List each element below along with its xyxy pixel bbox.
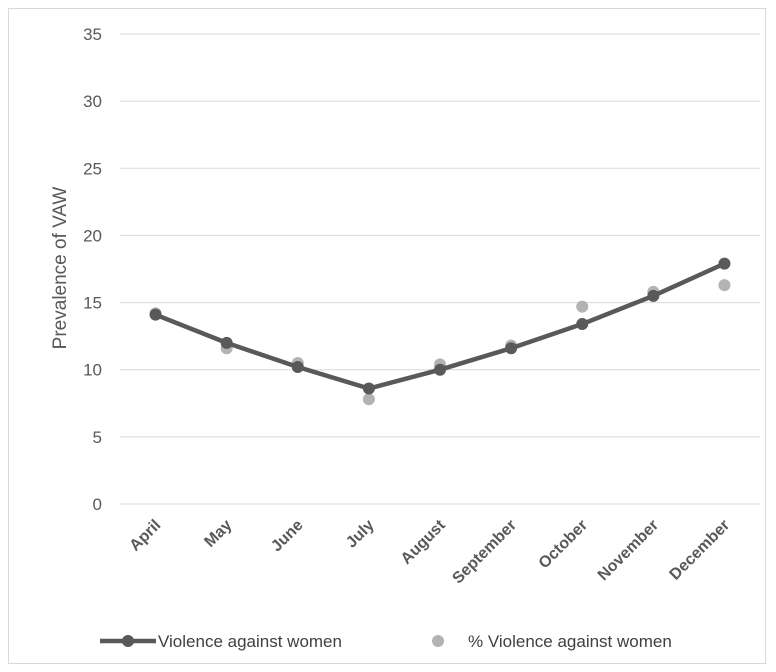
data-point: [362, 382, 375, 395]
x-tick-label: December: [667, 517, 734, 584]
data-point: [149, 308, 162, 321]
y-tick-label: 30: [83, 92, 102, 111]
grid-lines: [120, 33, 760, 505]
x-tick-label: August: [398, 516, 449, 567]
y-axis-ticks: 0 5 10 15 20 25 30 35: [83, 25, 102, 514]
legend-label: Violence against women: [158, 632, 342, 651]
series-layer: [149, 257, 731, 406]
y-tick-label: 5: [93, 428, 102, 447]
data-point: [576, 318, 589, 331]
data-point: [647, 289, 660, 302]
x-axis-ticks: April May June July August September October No…: [127, 516, 734, 587]
legend-label: % Violence against women: [468, 632, 672, 651]
legend-swatch-marker: [122, 635, 134, 647]
y-tick-label: 10: [83, 361, 102, 380]
x-tick-label: June: [268, 517, 306, 555]
x-tick-label: July: [343, 517, 378, 552]
x-tick-label: September: [449, 517, 520, 588]
data-point: [718, 279, 731, 292]
x-tick-label: April: [127, 517, 165, 555]
legend-item-0: Violence against women: [100, 632, 342, 651]
y-tick-label: 35: [83, 25, 102, 44]
x-tick-label: May: [201, 517, 235, 551]
y-tick-label: 15: [83, 294, 102, 313]
data-point: [291, 361, 304, 374]
y-tick-label: 25: [83, 159, 102, 178]
data-point: [220, 336, 233, 349]
data-point: [505, 342, 518, 355]
legend: Violence against women % Violence against…: [100, 632, 672, 651]
chart-frame: [8, 8, 766, 664]
series-0: [149, 257, 731, 395]
x-tick-label: October: [536, 517, 591, 572]
legend-swatch-marker: [432, 635, 444, 647]
data-point: [718, 257, 731, 270]
y-tick-label: 0: [93, 495, 102, 514]
data-point: [434, 363, 446, 376]
y-tick-label: 20: [83, 226, 102, 245]
y-axis-title: Prevalence of VAW: [50, 187, 71, 350]
data-point: [362, 393, 375, 406]
data-point: [576, 300, 589, 313]
x-tick-label: November: [595, 517, 662, 584]
legend-item-1: % Violence against women: [432, 632, 672, 651]
